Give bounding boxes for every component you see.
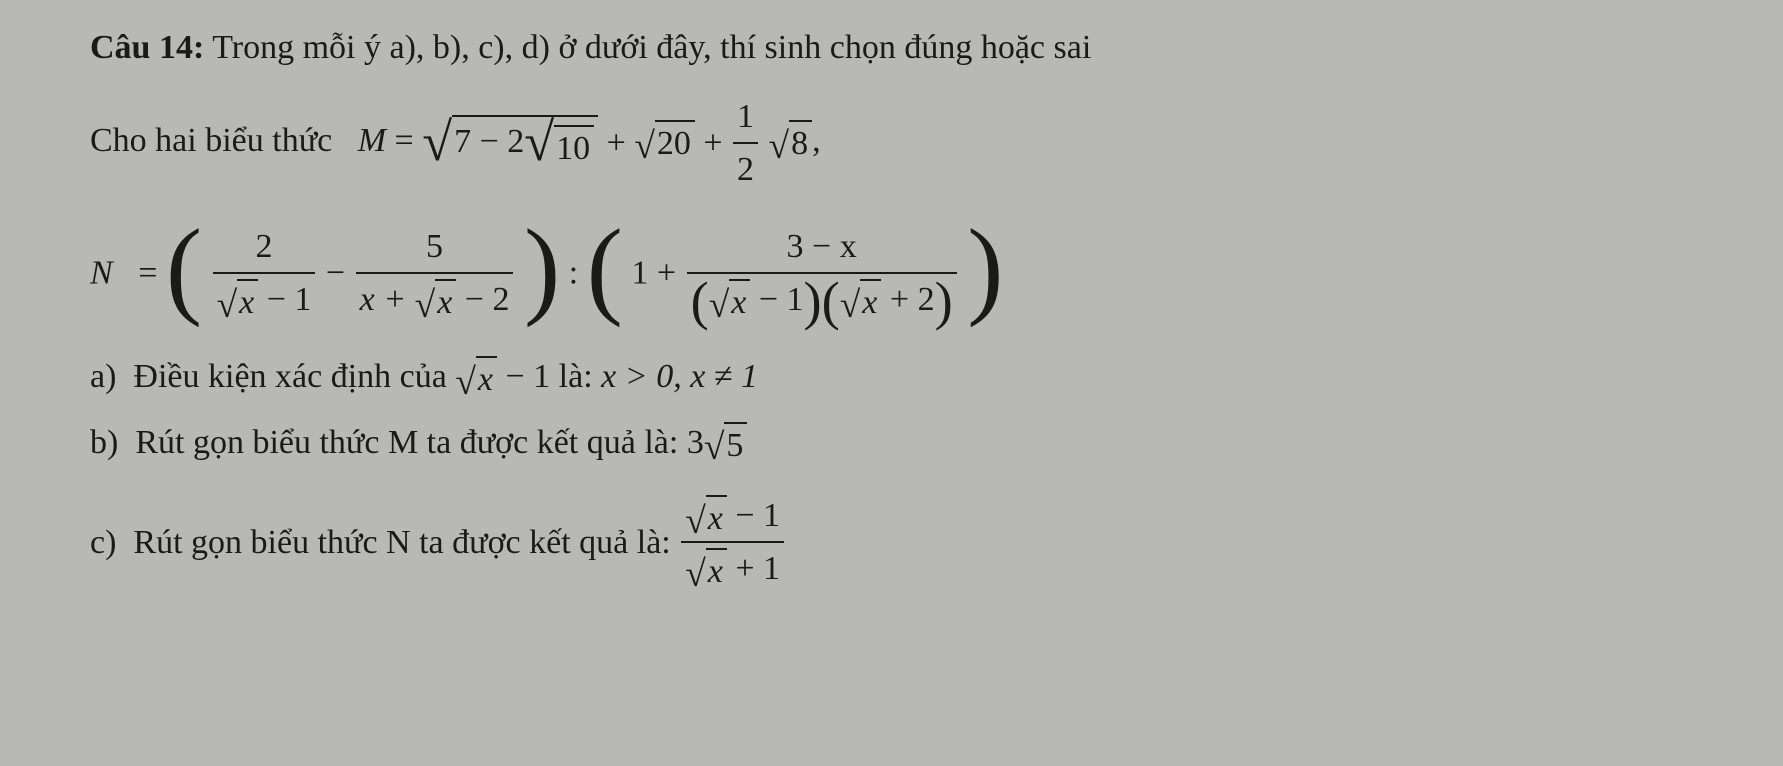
expression-M-line: Cho hai biểu thức M = √ 7 − 2√10 + √20 +… bbox=[90, 91, 1713, 195]
rparen-4-icon: ) bbox=[935, 280, 953, 324]
item-c-label: c) bbox=[90, 524, 116, 561]
N-term2: 5 x + √x − 2 bbox=[354, 221, 516, 325]
N-rhs-frac: 3 − x (√x − 1)(√x + 2) bbox=[685, 221, 959, 325]
lparen-1-icon: ( bbox=[166, 224, 202, 311]
N-minus: − bbox=[326, 255, 345, 292]
M-symbol: M bbox=[358, 122, 386, 159]
M-half: 1 2 bbox=[731, 91, 760, 195]
lparen-2-icon: ( bbox=[587, 224, 623, 311]
N-t2-num: 5 bbox=[356, 221, 514, 272]
N-t1-den-sqrt-arg: x bbox=[237, 279, 258, 325]
N-t1-num: 2 bbox=[213, 221, 316, 272]
item-b-sqrt: √5 bbox=[704, 422, 748, 468]
N-t1-den-sqrt: √x bbox=[217, 279, 259, 325]
item-c-den-sqrt-arg: x bbox=[706, 548, 727, 594]
N-eq: = bbox=[138, 255, 157, 292]
N-rhs-num: 3 − x bbox=[787, 228, 857, 265]
N-rhs-d2-sqrt: √x bbox=[840, 279, 882, 325]
N-term1: 2 √x − 1 bbox=[211, 221, 318, 325]
item-c-text: Rút gọn biểu thức N ta được kết quả là: bbox=[133, 524, 679, 561]
M-half-num: 1 bbox=[733, 91, 758, 142]
item-a-sqrt-arg: x bbox=[476, 356, 497, 402]
item-c-den-sqrt: √x bbox=[685, 548, 727, 594]
N-t2-den-lead: x + bbox=[360, 281, 415, 318]
N-rhs-d2-tail: + 2 bbox=[881, 281, 934, 318]
item-a-label: a) bbox=[90, 358, 116, 395]
exam-question: Câu 14: Trong mỗi ý a), b), c), d) ở dướ… bbox=[0, 0, 1783, 646]
M-sqrt3-arg: 8 bbox=[789, 120, 812, 166]
lparen-4-icon: ( bbox=[822, 280, 840, 324]
N-colon: : bbox=[569, 255, 578, 292]
M-sqrt1-inner-arg: 10 bbox=[554, 125, 594, 171]
rparen-2-icon: ) bbox=[967, 224, 1003, 311]
M-sqrt1-inner: √10 bbox=[524, 117, 594, 171]
item-c-num-tail: − 1 bbox=[727, 497, 780, 534]
item-b-text: Rút gọn biểu thức M ta được kết quả là: bbox=[135, 424, 687, 461]
M-plus2: + bbox=[703, 125, 722, 162]
M-sqrt3: √8 bbox=[769, 120, 813, 166]
item-b-sqrt-arg: 5 bbox=[724, 422, 747, 468]
rparen-1-icon: ) bbox=[524, 224, 560, 311]
lparen-3-icon: ( bbox=[691, 280, 709, 324]
item-c-num-sqrt: √x bbox=[685, 495, 727, 541]
N-t2-den-sqrt: √x bbox=[415, 279, 457, 325]
N-one-plus: 1 + bbox=[631, 255, 676, 292]
question-label: Câu 14: bbox=[90, 29, 204, 66]
expression-N-line: N = ( 2 √x − 1 − 5 x + √x − 2 ) : ( 1 + … bbox=[90, 221, 1713, 325]
M-comma: , bbox=[812, 122, 821, 159]
item-a-lead: Điều kiện xác định của bbox=[133, 358, 455, 395]
M-plus1: + bbox=[607, 125, 626, 162]
rparen-3-icon: ) bbox=[804, 280, 822, 324]
N-symbol: N bbox=[90, 255, 113, 292]
N-rhs-d1-sqrt: √x bbox=[709, 279, 751, 325]
item-b: b) Rút gọn biểu thức M ta được kết quả l… bbox=[90, 417, 1713, 468]
question-header: Câu 14: Trong mỗi ý a), b), c), d) ở dướ… bbox=[90, 22, 1713, 73]
M-sqrt1: √ 7 − 2√10 bbox=[422, 115, 598, 171]
item-b-label: b) bbox=[90, 424, 118, 461]
N-rhs-d1-sqrt-arg: x bbox=[729, 279, 750, 325]
question-prompt: Trong mỗi ý a), b), c), d) ở dưới đây, t… bbox=[212, 29, 1091, 66]
M-sqrt1-lead: 7 − 2 bbox=[454, 123, 524, 160]
item-a-tail1: − 1 bbox=[497, 358, 550, 395]
N-rhs-d2-sqrt-arg: x bbox=[860, 279, 881, 325]
N-t2-den-tail: − 2 bbox=[456, 281, 509, 318]
N-rhs-d1-tail: − 1 bbox=[750, 281, 803, 318]
M-half-den: 2 bbox=[733, 142, 758, 195]
item-a-cond: x > 0, x ≠ 1 bbox=[601, 358, 758, 395]
given-intro: Cho hai biểu thức bbox=[90, 122, 332, 159]
item-c: c) Rút gọn biểu thức N ta được kết quả l… bbox=[90, 490, 1713, 595]
item-c-num-sqrt-arg: x bbox=[706, 495, 727, 541]
item-a: a) Điều kiện xác định của √x − 1 là: x >… bbox=[90, 351, 1713, 402]
item-a-mid: là: bbox=[559, 358, 601, 395]
M-eq: = bbox=[395, 122, 414, 159]
M-sqrt2-arg: 20 bbox=[655, 120, 695, 166]
item-a-sqrt: √x bbox=[455, 356, 497, 402]
N-t2-den-sqrt-arg: x bbox=[435, 279, 456, 325]
item-b-coef: 3 bbox=[687, 424, 704, 461]
N-t1-den-tail: − 1 bbox=[258, 281, 311, 318]
item-c-frac: √x − 1 √x + 1 bbox=[679, 490, 786, 595]
item-c-den-tail: + 1 bbox=[727, 550, 780, 587]
M-sqrt2: √20 bbox=[634, 120, 695, 166]
